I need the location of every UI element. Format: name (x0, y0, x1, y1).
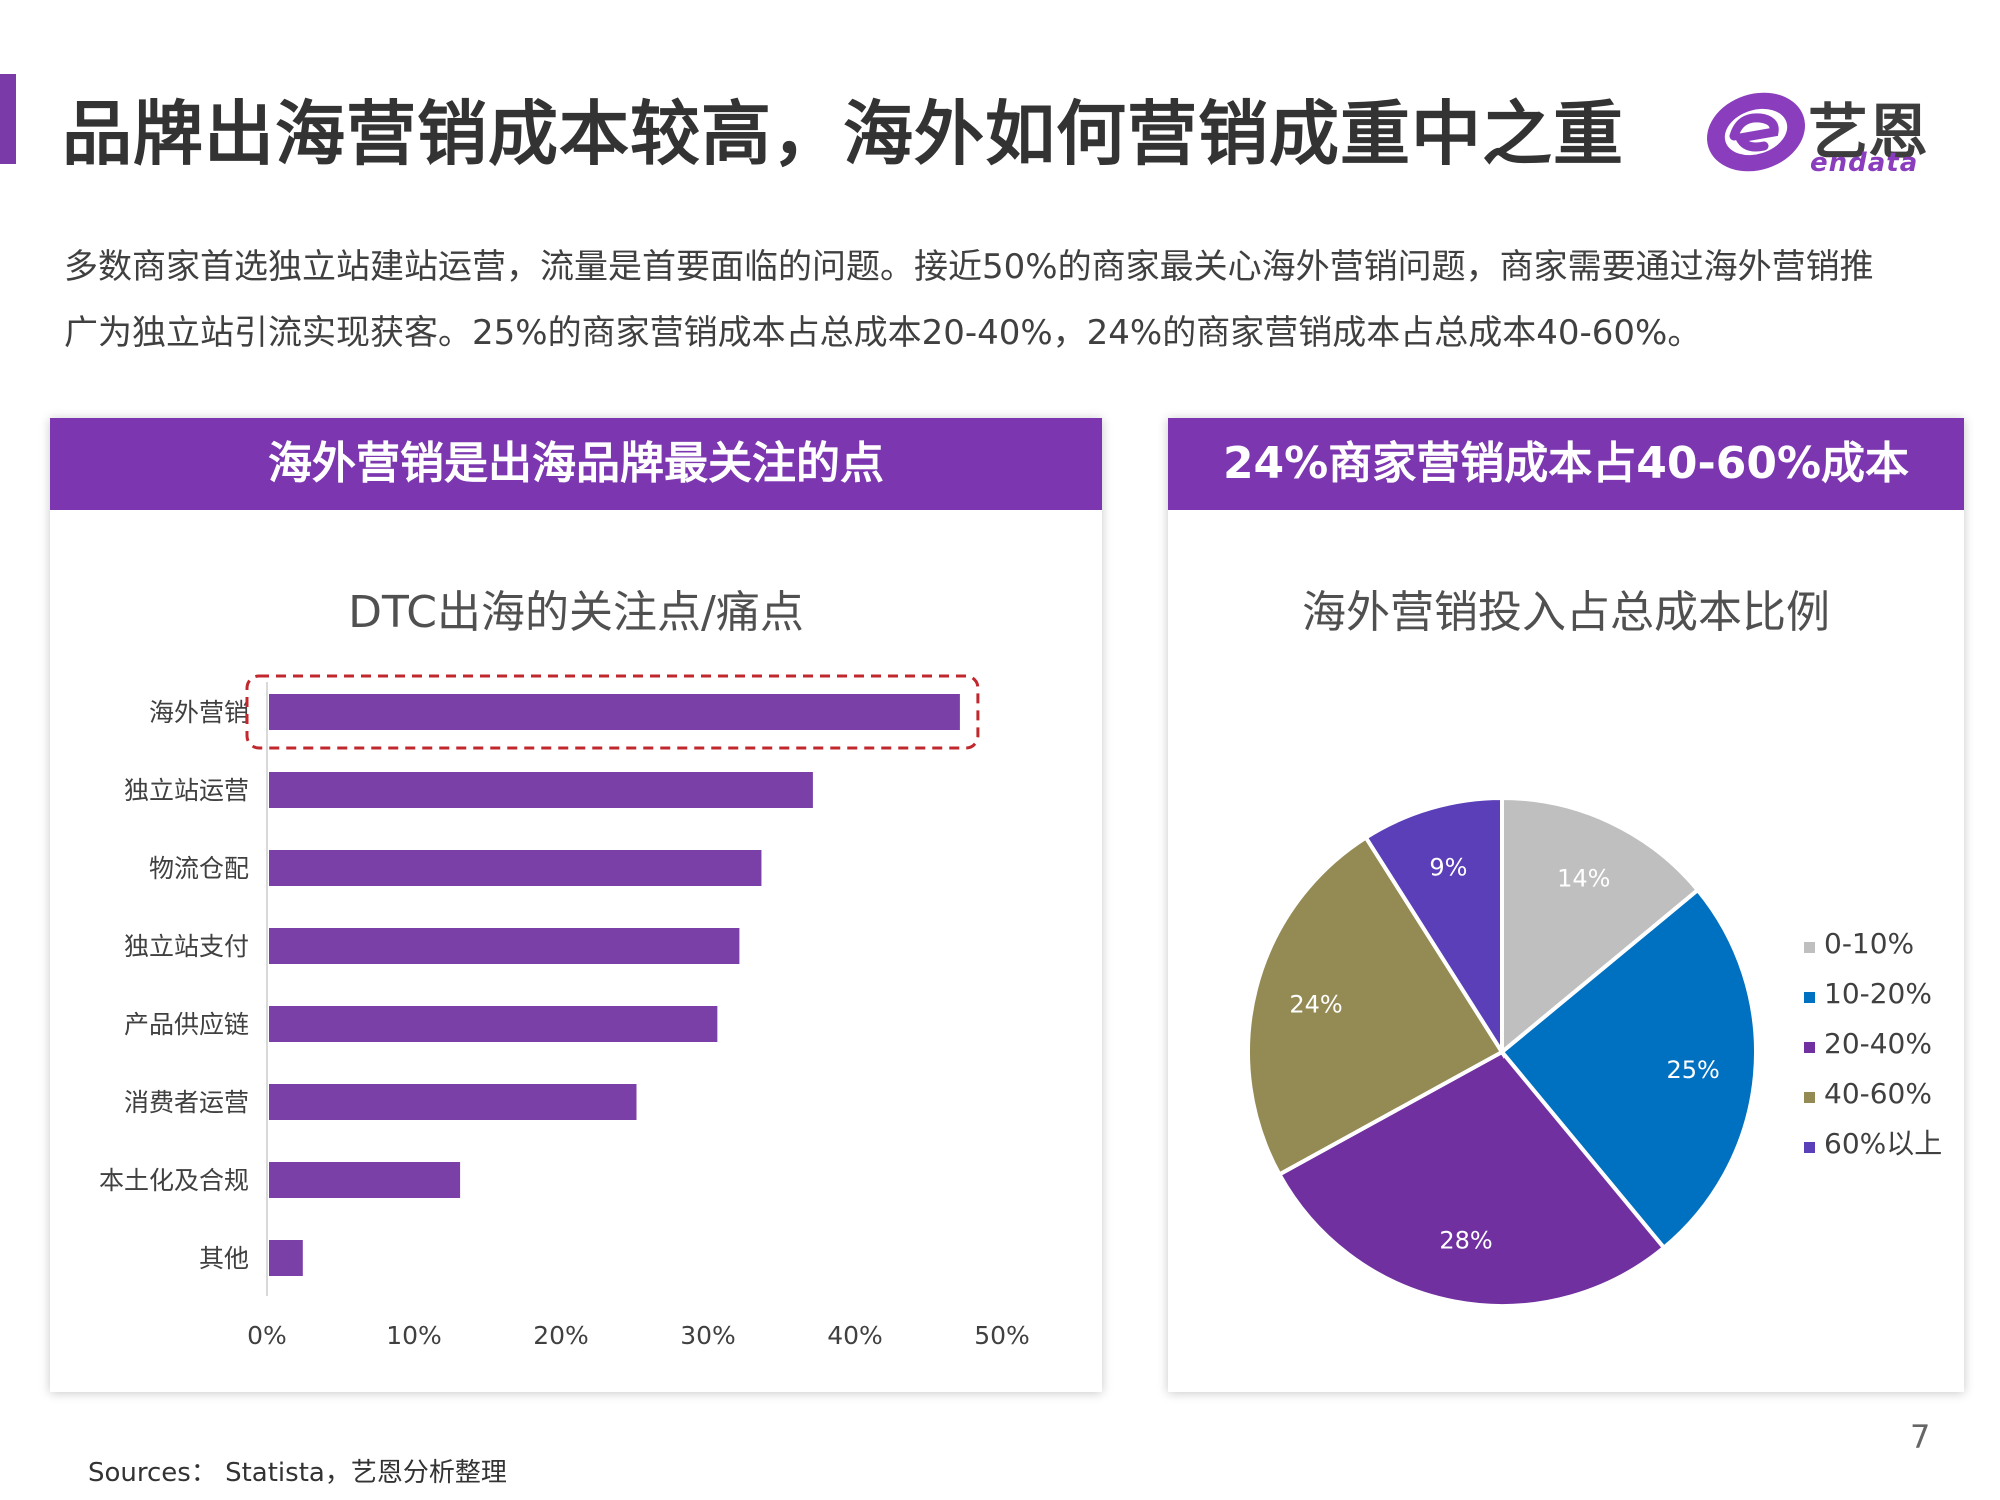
legend-swatch (1804, 942, 1815, 953)
sources-note: Sources： Statista，艺恩分析整理 (88, 1458, 507, 1488)
page-number: 7 (1910, 1418, 1931, 1456)
right-panel: 24%商家营销成本占40-60%成本 海外营销投入占总成本比例 14% 25% 28… (1168, 418, 1964, 1392)
highlight-box (245, 674, 980, 750)
legend-swatch (1804, 992, 1815, 1003)
pie-slice (1363, 795, 1504, 1059)
page-title: 品牌出海营销成本较高，海外如何营销成重中之重 (62, 93, 1624, 175)
legend-label: 20-40% (1824, 1027, 1932, 1060)
pie-data-label: 14% (1557, 864, 1610, 892)
bar (269, 1084, 637, 1120)
bar-chart-title: DTC出海的关注点/痛点 (348, 587, 804, 638)
bar (269, 850, 762, 886)
bar-category-label: 物流仓配 (149, 854, 249, 883)
legend-swatch (1804, 1092, 1815, 1103)
legend-swatch (1804, 1042, 1815, 1053)
legend-label: 60%以上 (1824, 1127, 1942, 1160)
pie-chart: 14% 25% 28% 24% 9% 0-10% 10-20% 20-40% 40-60% 60%… (1246, 795, 1942, 1308)
bar-category-label: 其他 (199, 1244, 249, 1273)
bar-category-label: 独立站运营 (124, 776, 249, 805)
legend-swatch (1804, 1142, 1815, 1153)
bar-x-tick-label: 20% (533, 1321, 589, 1350)
pie-slice (1499, 887, 1758, 1251)
summary-text: 多数商家首选独立站建站运营，流量是首要面临的问题。接近50%的商家最关心海外营销… (64, 247, 1874, 353)
bar-category-label: 消费者运营 (124, 1088, 249, 1117)
pie-slice (1500, 795, 1701, 1057)
pie-slice (1276, 1049, 1667, 1308)
bar-x-tick-label: 0% (247, 1321, 287, 1350)
bar (269, 1162, 461, 1198)
bar (269, 772, 813, 808)
pie-data-label: 24% (1289, 990, 1342, 1018)
bar-category-label: 独立站支付 (124, 932, 249, 961)
bar (269, 694, 960, 730)
bar-category-label: 产品供应链 (124, 1010, 249, 1039)
bar (269, 1006, 718, 1042)
bar (269, 928, 740, 964)
bar-category-label: 本土化及合规 (99, 1166, 249, 1195)
bar-x-tick-label: 10% (386, 1321, 442, 1350)
title-accent-bar (0, 74, 16, 164)
pie-slice (1246, 834, 1505, 1178)
pie-data-label: 25% (1666, 1056, 1719, 1084)
right-panel-header: 24%商家营销成本占40-60%成本 (1168, 418, 1964, 510)
pie-data-label: 28% (1439, 1227, 1492, 1255)
bar (269, 1240, 303, 1276)
legend-label: 40-60% (1824, 1077, 1932, 1110)
bar-x-tick-label: 30% (680, 1321, 736, 1350)
left-panel: 海外营销是出海品牌最关注的点 DTC出海的关注点/痛点 海外营销独立站运营物流仓… (50, 418, 1102, 1392)
logo-text: 艺恩 (1808, 98, 1928, 168)
endata-logo-icon (1707, 92, 1805, 172)
logo-subtext: endata (1810, 148, 1919, 178)
legend-label: 10-20% (1824, 977, 1932, 1010)
bar-x-tick-label: 50% (974, 1321, 1030, 1350)
pie-chart-title: 海外营销投入占总成本比例 (1302, 587, 1830, 638)
left-panel-header: 海外营销是出海品牌最关注的点 (50, 418, 1102, 510)
bar-x-tick-label: 40% (827, 1321, 883, 1350)
pie-data-label: 9% (1429, 854, 1467, 882)
bar-category-label: 海外营销 (149, 698, 249, 727)
legend-label: 0-10% (1824, 927, 1914, 960)
